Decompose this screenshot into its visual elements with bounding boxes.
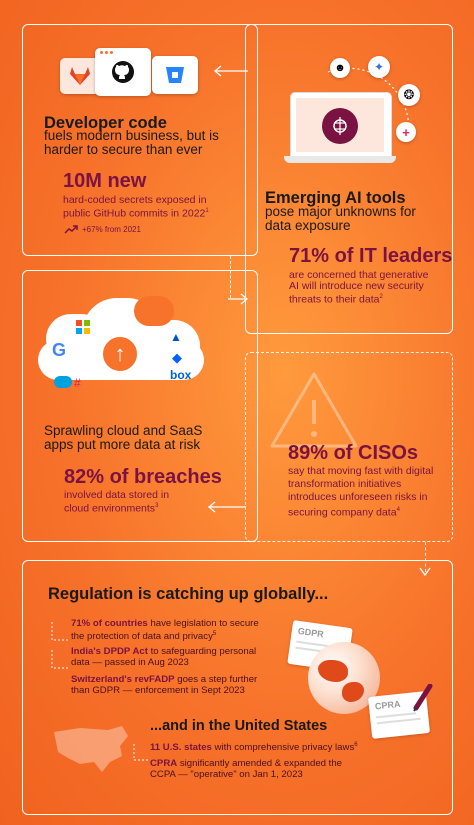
footnote-3: 3 (155, 503, 159, 509)
ciso-stat-desc-line-1: say that moving fast with digital (288, 465, 434, 477)
ai-title: Emerging AI tools (265, 189, 406, 207)
ai-stat-desc-line-1: are concerned that generative (289, 269, 429, 281)
ai-brain-icon (322, 108, 358, 144)
us-dotted-connector (133, 744, 148, 761)
github-tile (95, 48, 151, 96)
cloud-title-line-2: apps put more data at risk (44, 437, 201, 452)
footnote-1: 1 (205, 208, 209, 214)
ai-bot-tile: ☻ (330, 58, 350, 78)
footnote-6: 6 (354, 742, 358, 748)
cloud-stat: 82% of breaches (64, 466, 222, 488)
code-windows-illustration (60, 48, 200, 98)
ai-card-dashed-divider (245, 86, 246, 246)
trend-up-icon (64, 225, 78, 234)
robot-icon: ☻ (334, 62, 346, 74)
regulation-item-1: 71% of countries have legislation to sec… (71, 618, 259, 629)
atlassian-icon: ▲ (170, 330, 182, 344)
dropbox-icon: ◆ (172, 350, 182, 365)
connector-dev-to-ai (230, 256, 231, 298)
openai-tile: ❂ (398, 84, 420, 106)
box-logo: box (170, 368, 192, 382)
google-icon: G (52, 340, 67, 360)
footnote-4: 4 (396, 507, 400, 513)
sparkle-icon: ✦ (373, 60, 385, 74)
cloud-stat-desc-line-1: involved data stored in (64, 489, 170, 501)
bitbucket-icon (166, 67, 184, 83)
developer-card (22, 24, 258, 256)
ai-subtitle-line-1: pose major unknowns for (265, 204, 416, 219)
ai-stat: 71% of IT leaders (289, 245, 453, 267)
ciso-stat-desc-line-3: introduces unforeseen risks in (288, 491, 428, 503)
ai-subtitle-line-2: data exposure (265, 218, 351, 233)
arrow-to-ai (228, 293, 249, 305)
regulation-item-3: Switzerland's revFADP goes a step furthe… (71, 674, 258, 685)
openai-icon: ❂ (403, 87, 415, 102)
bitbucket-tile (152, 56, 198, 94)
footnote-5: 5 (212, 631, 217, 637)
connector-ciso-to-regulation (425, 542, 426, 572)
footnote-2: 2 (379, 294, 383, 300)
developer-subtitle-line-2: harder to secure than ever (44, 142, 203, 157)
us-title: ...and in the United States (150, 718, 328, 734)
us-item-2-line-2: CCPA — "operative" on Jan 1, 2023 (150, 769, 303, 780)
arrow-to-cloud (207, 501, 246, 513)
gitlab-tile (60, 58, 100, 94)
cloud-stat-desc-line-2: cloud environments3 (64, 502, 159, 515)
regulation-item-2-line-2: data — passed in Aug 2023 (71, 657, 189, 668)
laptop-illustration (284, 92, 396, 170)
warning-icon (270, 372, 358, 448)
github-icon (112, 61, 134, 83)
plus-icon: + (402, 124, 410, 140)
upload-arrow-icon: ↑ (100, 334, 140, 374)
regulation-item-3-line-2: than GDPR — enforcement in Sept 2023 (71, 685, 245, 696)
ciso-stat-desc-line-4: securing company data4 (288, 506, 400, 519)
developer-trend: +67% from 2021 (82, 225, 141, 234)
cloud-illustration: ↑ G # ▲ ◆ box (38, 290, 208, 402)
arrow-to-developer (213, 65, 248, 77)
us-map-icon (54, 726, 128, 772)
pen-icon (413, 684, 433, 712)
ciso-card (245, 352, 453, 542)
gdpr-label: GDPR (297, 625, 325, 640)
regulation-card (22, 560, 453, 815)
arrow-to-regulation (419, 567, 431, 577)
cloud-title-line-1: Sprawling cloud and SaaS (44, 423, 203, 438)
ai-stat-desc-line-2: AI will introduce new security (289, 280, 424, 292)
regulation-item-1-line-2: the protection of data and privacy5 (71, 631, 217, 643)
developer-title: Developer code (44, 114, 167, 132)
ai-sparkle-tile: ✦ (368, 56, 390, 78)
salesforce-icon (54, 376, 72, 388)
developer-stat: 10M new (63, 170, 147, 192)
us-item-2: CPRA significantly amended & expanded th… (150, 758, 342, 769)
ciso-stat: 89% of CISOs (288, 442, 419, 464)
gitlab-icon (70, 67, 90, 85)
regulation-dotted-connectors (51, 622, 68, 669)
regulation-item-2: India's DPDP Act to safeguarding persona… (71, 646, 257, 657)
ai-stat-desc-line-3: threats to their data2 (289, 293, 383, 306)
developer-stat-desc-line-2: public GitHub commits in 20221 (63, 207, 209, 220)
ai-plus-tile: + (396, 122, 416, 142)
cloud-card (22, 270, 258, 542)
regulation-title: Regulation is catching up globally... (48, 585, 329, 603)
ciso-stat-desc-line-2: transformation initiatives (288, 478, 402, 490)
microsoft-icon (76, 320, 90, 334)
developer-subtitle-line-1: fuels modern business, but is (44, 128, 219, 143)
cpra-label: CPRA (374, 698, 401, 712)
us-item-1: 11 U.S. states with comprehensive privac… (150, 742, 358, 754)
developer-stat-desc-line-1: hard-coded secrets exposed in (63, 194, 207, 206)
slack-icon: # (74, 376, 81, 390)
